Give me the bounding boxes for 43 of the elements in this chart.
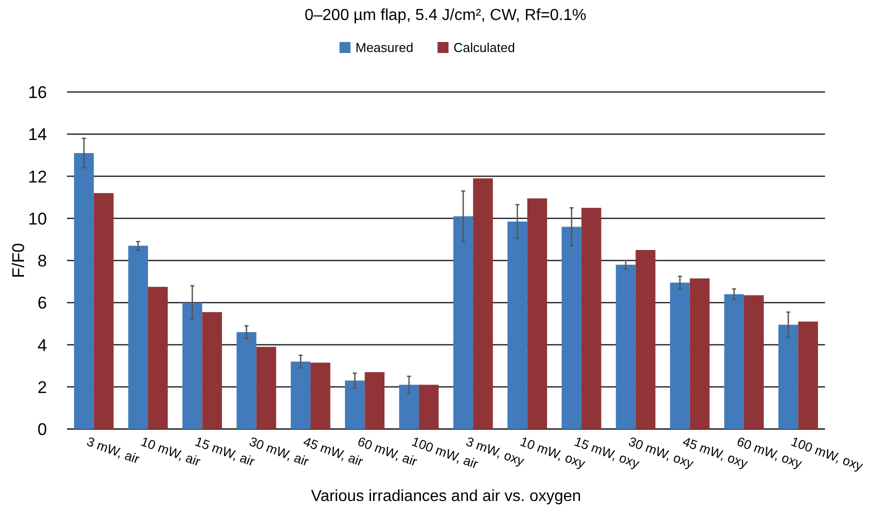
x-tick-label: 3 mW, air: [84, 434, 142, 467]
bar: [473, 178, 493, 429]
legend-label: Measured: [356, 40, 414, 55]
bar: [290, 362, 311, 429]
x-axis-title: Various irradiances and air vs. oxygen: [310, 488, 582, 505]
bar: [344, 380, 365, 429]
y-tick-label: 4: [38, 336, 47, 355]
bar: [148, 286, 168, 429]
bar: [364, 372, 385, 429]
bar: [670, 282, 690, 429]
y-tick-label: 6: [38, 294, 47, 313]
bar: [182, 302, 202, 429]
bar: [94, 193, 114, 429]
bar: [744, 295, 764, 429]
y-tick-label: 10: [28, 209, 47, 228]
bar: [507, 222, 528, 429]
bar: [128, 246, 148, 429]
bar: [453, 216, 474, 429]
bar: [236, 332, 256, 429]
bar: [256, 346, 276, 429]
bar: [74, 153, 94, 429]
y-axis-title: F/F0: [9, 243, 28, 278]
legend-label: Calculated: [454, 40, 515, 55]
bar: [562, 226, 582, 429]
y-tick-label: 2: [38, 378, 47, 397]
bar: [690, 278, 710, 429]
y-tick-label: 12: [28, 167, 47, 186]
bar: [418, 384, 439, 429]
y-tick-label: 16: [28, 83, 47, 102]
bar: [724, 294, 744, 429]
bar: [798, 322, 818, 429]
chart-title: 0–200 µm flap, 5.4 J/cm², CW, Rf=0.1%: [304, 7, 586, 24]
bar: [581, 208, 602, 429]
bar: [310, 362, 330, 429]
bar: [399, 384, 419, 429]
y-tick-label: 14: [28, 125, 47, 144]
bar: [636, 250, 656, 429]
y-tick-label: 8: [38, 252, 47, 270]
y-tick-label: 0: [38, 420, 47, 439]
bar: [616, 264, 636, 429]
bar: [202, 312, 222, 429]
bar: [527, 198, 548, 429]
bar: [778, 324, 798, 429]
